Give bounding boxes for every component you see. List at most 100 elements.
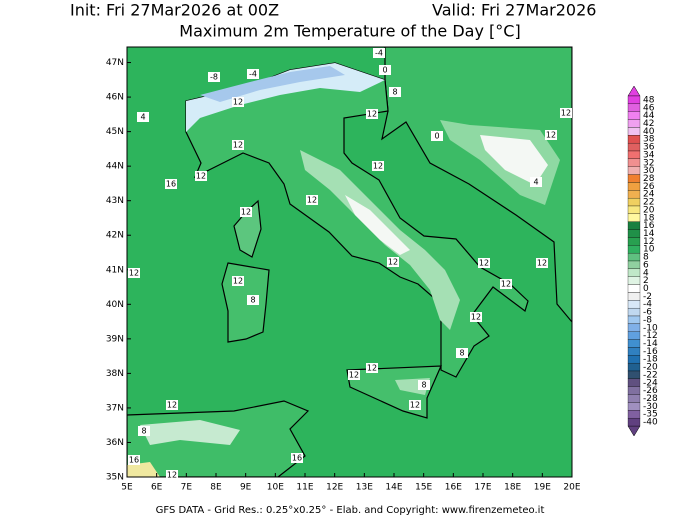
colorbar-segment (627, 95, 641, 105)
colorbar-label: -8 (643, 315, 652, 325)
colorbar-segment (627, 182, 641, 191)
colorbar-label: -22 (643, 370, 658, 380)
contour-label: 12 (241, 208, 251, 217)
colorbar-label: 20 (643, 205, 655, 215)
contour-label-bg (366, 109, 378, 119)
colorbar-label: -4 (643, 300, 652, 310)
x-tick-label: 9E (240, 483, 252, 493)
colorbar-segment (627, 410, 641, 419)
y-tick-label: 36N (106, 438, 124, 448)
colorbar-label: 18 (643, 213, 655, 223)
contour-label-bg (456, 348, 468, 358)
colorbar-segment (627, 417, 641, 427)
contour-label: 12 (471, 313, 481, 322)
x-tick-label: 11E (296, 483, 313, 493)
colorbar-label: -12 (643, 331, 658, 341)
colorbar-segment (627, 292, 641, 301)
colorbar-segment (627, 237, 641, 246)
x-tick-label: 7E (181, 483, 193, 493)
colorbar-segment (627, 190, 641, 199)
sahara-warm (127, 462, 160, 477)
contour-label-bg (138, 426, 150, 436)
contour-label: 4 (533, 178, 538, 187)
contour-label: 12 (546, 131, 556, 140)
x-tick-label: 14E (385, 483, 402, 493)
contour-label-bg (240, 207, 252, 217)
contour-label: 12 (410, 401, 420, 410)
contour-label-bg (128, 455, 140, 465)
contour-label-bg (373, 48, 385, 58)
colorbar-label: -16 (643, 347, 658, 357)
contour-label-bg (366, 363, 378, 373)
contour-label-bg (137, 112, 149, 122)
colorbar-segment (627, 362, 641, 372)
contour-label: 12 (196, 172, 206, 181)
y-tick-label: 42N (106, 231, 124, 241)
contour-label-bg (530, 177, 542, 187)
contour-label-bg (195, 171, 207, 181)
map-field (127, 47, 572, 477)
x-tick-label: 8E (210, 483, 222, 493)
colorbar-arrow-bottom (627, 425, 641, 437)
colorbar-segment (627, 221, 641, 230)
contour-label-bg (387, 257, 399, 267)
colorbar-label: 12 (643, 237, 654, 247)
y-tick-label: 46N (106, 93, 124, 103)
x-tick-label: 12E (326, 483, 343, 493)
y-tick-label: 37N (106, 403, 124, 413)
contour-label-bg (165, 179, 177, 189)
colorbar-segment (627, 276, 641, 285)
contour-label: 8 (392, 88, 397, 97)
contour-label-bg (232, 97, 244, 107)
colorbar-segment (627, 394, 641, 403)
colorbar-label: -20 (643, 363, 658, 373)
contour-label: 12 (129, 269, 139, 278)
atlas-highlands (140, 420, 240, 445)
contour-label-bg (389, 87, 401, 97)
colorbar-label: -14 (643, 339, 658, 349)
x-tick-label: 17E (474, 483, 491, 493)
colorbar-segment (627, 103, 641, 112)
colorbar-segment (627, 174, 641, 183)
contour-label: -4 (249, 70, 257, 79)
colorbar-label: 28 (643, 174, 655, 184)
valid-label: Valid: Fri 27Mar2026 (432, 1, 596, 20)
colorbar-segment (627, 315, 641, 325)
sardinia (221, 262, 270, 343)
colorbar-label: -40 (643, 418, 658, 428)
contour-label-bg (232, 276, 244, 286)
colorbar-label: -35 (643, 410, 658, 420)
colorbar-segment (627, 347, 641, 356)
contour-label-bg (247, 69, 259, 79)
colorbar-segment (627, 245, 641, 254)
colorbar-segment (627, 260, 641, 270)
x-tick-label: 10E (267, 483, 284, 493)
colorbar-label: 24 (643, 190, 655, 200)
contour-label: -8 (210, 73, 218, 82)
y-tick-label: 43N (106, 196, 124, 206)
contour-label-bg (232, 140, 244, 150)
colorbar-label: 42 (643, 119, 654, 129)
colorbar-segment (627, 197, 641, 207)
balkan-cold-area (480, 135, 548, 185)
contour-label: 12 (307, 196, 317, 205)
colorbar-label: 6 (643, 260, 649, 270)
contour-label: 12 (367, 364, 377, 373)
colorbar-segment (627, 331, 641, 340)
contour-label-bg (536, 258, 548, 268)
colorbar-label: 4 (643, 268, 649, 278)
contour-label-bg (379, 65, 391, 75)
contour-label-bg (372, 161, 384, 171)
colorbar-label: 2 (643, 276, 649, 286)
contour-label-bg (128, 268, 140, 278)
contour-label: 12 (349, 371, 359, 380)
contour-label: 8 (250, 296, 255, 305)
contour-label-bg (306, 195, 318, 205)
x-tick-label: 13E (356, 483, 373, 493)
y-tick-label: 38N (106, 369, 124, 379)
contour-label: 12 (367, 110, 377, 119)
contour-label-bg (545, 130, 557, 140)
x-tick-label: 5E (121, 483, 133, 493)
colorbar-label: 22 (643, 198, 654, 208)
